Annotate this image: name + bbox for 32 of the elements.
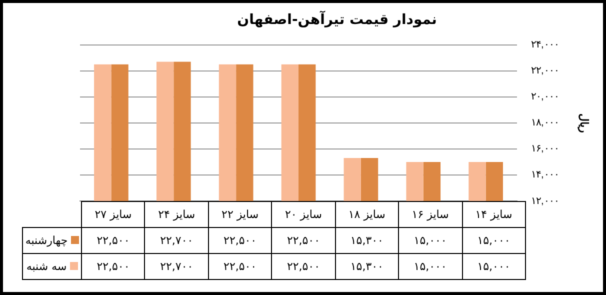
y-tick-label: ۱۲,۰۰۰ bbox=[531, 196, 559, 207]
x-tick-label: سایز ۲۷ bbox=[82, 202, 145, 228]
data-label: ۱۵,۰۰۰ bbox=[462, 228, 526, 254]
x-tick-label: سایز ۱۴ bbox=[462, 202, 526, 228]
x-tick-label: سایز ۲۲ bbox=[208, 202, 272, 228]
legend-label: چهارشنبه bbox=[25, 234, 68, 247]
x-tick-label: سایز ۱۶ bbox=[398, 202, 462, 228]
y-axis-title: ریال bbox=[577, 113, 590, 132]
data-label: ۱۵,۳۰۰ bbox=[335, 254, 399, 280]
data-label: ۲۲,۵۰۰ bbox=[208, 254, 272, 280]
x-tick-label: سایز ۲۰ bbox=[272, 202, 336, 228]
data-label: ۲۲,۵۰۰ bbox=[82, 228, 145, 254]
data-label: ۲۲,۵۰۰ bbox=[272, 228, 336, 254]
data-label: ۲۲,۷۰۰ bbox=[144, 228, 208, 254]
x-tick-label: سایز ۲۴ bbox=[144, 202, 208, 228]
data-label: ۱۵,۳۰۰ bbox=[335, 228, 399, 254]
y-tick-label: ۱۶,۰۰۰ bbox=[531, 144, 559, 155]
data-label: ۱۵,۰۰۰ bbox=[398, 254, 462, 280]
y-tick-label: ۱۸,۰۰۰ bbox=[531, 118, 559, 129]
chart-title: نمودار قیمت تیرآهن-اصفهان bbox=[237, 10, 437, 28]
x-tick-label: سایز ۱۸ bbox=[335, 202, 399, 228]
y-tick-label: ۱۴,۰۰۰ bbox=[531, 170, 559, 181]
data-label: ۱۵,۰۰۰ bbox=[398, 228, 462, 254]
data-label: ۱۵,۰۰۰ bbox=[462, 254, 526, 280]
legend-label: سه شنبه bbox=[26, 260, 67, 273]
data-label: ۲۲,۷۰۰ bbox=[144, 254, 208, 280]
y-tick-label: ۲۴,۰۰۰ bbox=[531, 40, 559, 51]
data-label: ۲۲,۵۰۰ bbox=[82, 254, 145, 280]
data-label: ۲۲,۵۰۰ bbox=[272, 254, 336, 280]
y-tick-label: ۲۲,۰۰۰ bbox=[531, 66, 559, 77]
y-tick-label: ۲۰,۰۰۰ bbox=[531, 92, 559, 103]
data-label: ۲۲,۵۰۰ bbox=[208, 228, 272, 254]
